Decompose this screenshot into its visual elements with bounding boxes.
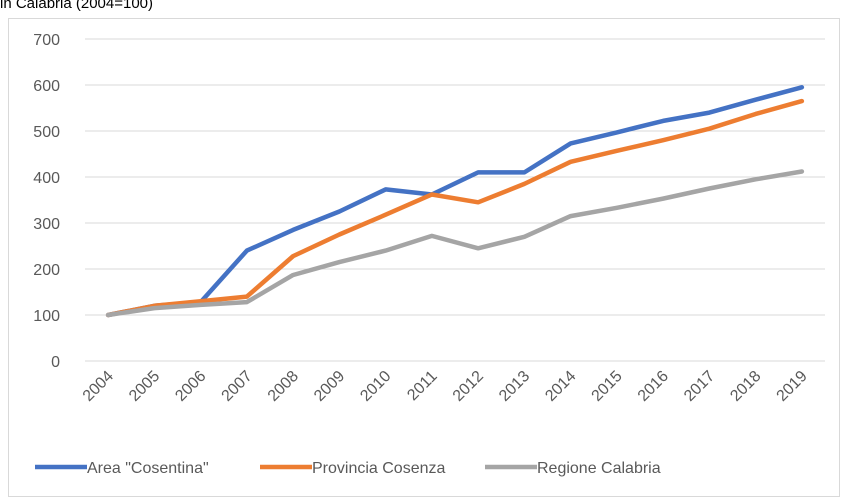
y-tick-label: 400 [33,170,60,187]
chart-border [8,18,840,497]
y-tick-label: 600 [33,78,60,95]
y-tick-label: 300 [33,216,60,233]
y-tick-label: 200 [33,262,60,279]
legend-label: Regione Calabria [537,460,661,477]
legend-label: Provincia Cosenza [312,460,446,477]
legend-label: Area "Cosentina" [87,460,209,477]
series-line [105,98,805,318]
y-tick-label: 100 [33,308,60,325]
y-tick-label: 0 [51,354,60,371]
series-line [105,169,805,318]
chart-title: in Calabria (2004=100) [0,0,153,12]
y-tick-label: 500 [33,124,60,141]
series-line [105,85,805,318]
y-tick-label: 700 [33,32,60,49]
